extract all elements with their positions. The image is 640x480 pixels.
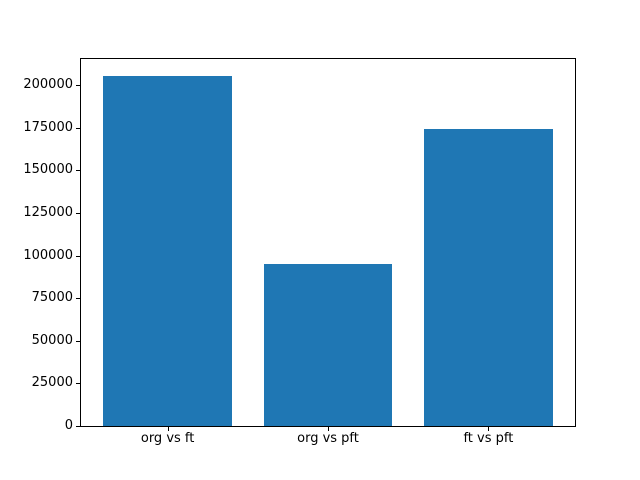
y-tick-label: 100000	[23, 247, 73, 263]
y-tick-label: 200000	[23, 77, 73, 92]
y-tick-mark	[76, 127, 80, 129]
x-tick-mark	[328, 427, 329, 431]
y-tick-mark	[76, 340, 80, 342]
y-tick-label: 0	[64, 418, 73, 433]
x-tick-mark	[488, 427, 490, 431]
bar-ft-vs-pft	[424, 129, 553, 426]
y-tick-mark	[76, 255, 80, 257]
y-tick-mark	[76, 170, 80, 172]
y-tick-label: 125000	[23, 204, 73, 220]
y-tick-mark	[76, 212, 80, 214]
y-tick-label: 175000	[23, 119, 73, 135]
y-tick-mark	[76, 85, 80, 86]
y-tick-mark	[76, 383, 80, 385]
x-tick-label: ft vs pft	[463, 431, 514, 446]
plot-area	[80, 58, 576, 427]
y-tick-mark	[76, 426, 80, 427]
x-tick-label: org vs pft	[297, 431, 359, 446]
y-tick-label: 75000	[31, 290, 73, 306]
y-tick-label: 150000	[23, 162, 73, 178]
bar-org-vs-pft	[263, 264, 393, 426]
x-tick-mark	[167, 427, 169, 431]
bar-org-vs-ft	[103, 76, 232, 426]
y-tick-label: 50000	[31, 332, 73, 348]
y-tick-label: 25000	[31, 375, 73, 391]
x-tick-label: org vs ft	[140, 431, 195, 446]
y-tick-mark	[76, 298, 80, 300]
